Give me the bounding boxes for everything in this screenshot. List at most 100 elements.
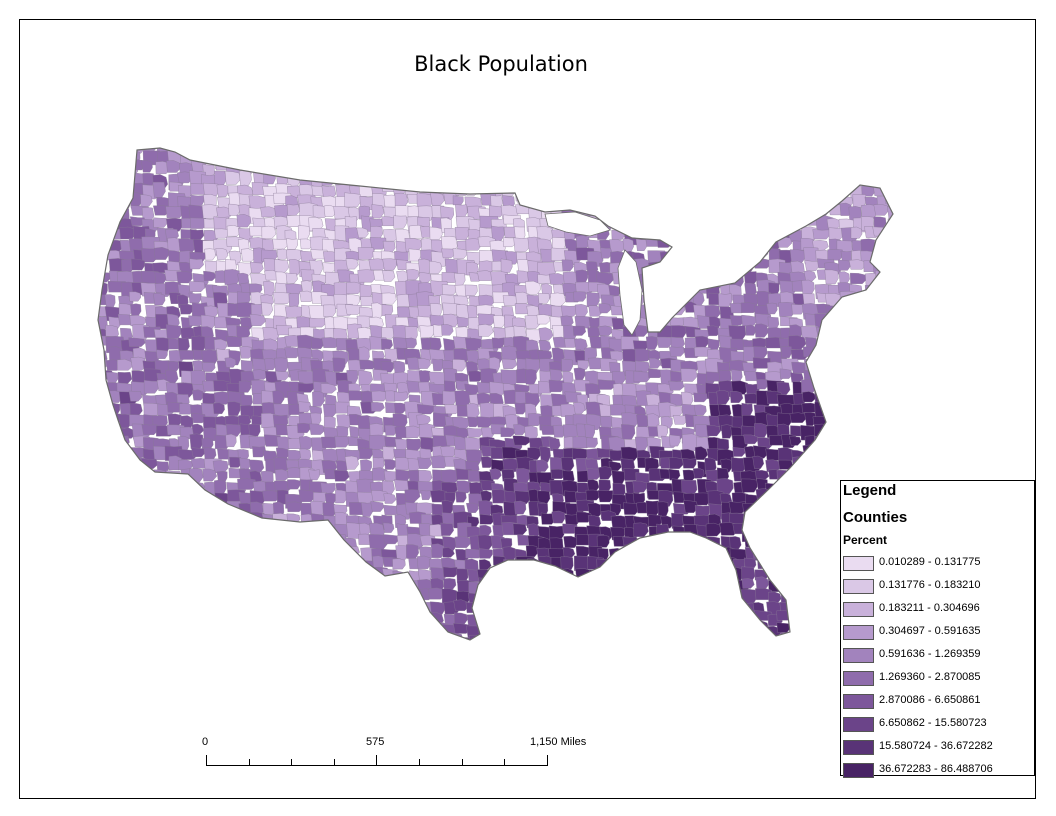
county: [825, 557, 840, 572]
county: [201, 437, 214, 450]
county: [901, 281, 920, 292]
county: [731, 148, 749, 157]
county: [709, 193, 724, 205]
county: [188, 579, 201, 596]
county: [563, 173, 581, 186]
county: [885, 174, 893, 187]
county: [753, 503, 772, 519]
county: [275, 370, 289, 381]
county: [646, 150, 662, 161]
county: [877, 148, 889, 154]
county: [98, 593, 115, 609]
county: [584, 599, 597, 611]
county: [719, 610, 734, 626]
county: [396, 580, 412, 597]
county: [336, 602, 350, 613]
county: [229, 614, 247, 628]
county: [358, 634, 377, 640]
county: [860, 426, 874, 438]
county: [705, 160, 723, 174]
county: [815, 360, 833, 378]
county: [108, 456, 128, 472]
county: [429, 260, 443, 274]
county: [853, 458, 872, 470]
county: [600, 622, 616, 634]
county: [180, 514, 195, 529]
county: [466, 152, 483, 165]
county: [430, 163, 445, 177]
county: [864, 302, 880, 317]
county: [877, 383, 891, 397]
county: [505, 590, 521, 604]
county: [128, 390, 143, 402]
legend-swatch: [843, 694, 874, 709]
county: [131, 621, 144, 633]
county: [789, 581, 809, 595]
county: [336, 636, 348, 640]
county: [812, 229, 830, 240]
county: [478, 588, 498, 599]
county: [708, 151, 725, 168]
county: [501, 182, 516, 197]
county: [791, 193, 807, 209]
county: [310, 412, 322, 426]
county: [323, 568, 342, 580]
county: [181, 493, 194, 509]
county: [164, 556, 183, 567]
county: [872, 174, 887, 184]
county: [416, 148, 430, 152]
county: [802, 567, 816, 582]
county: [742, 193, 756, 205]
county: [668, 380, 685, 391]
county: [200, 636, 214, 640]
county: [840, 467, 858, 479]
county: [864, 314, 877, 328]
county: [802, 346, 820, 357]
county: [793, 504, 812, 521]
county: [252, 148, 265, 155]
legend-item-label: 0.183211 - 0.304696: [879, 602, 980, 614]
county: [276, 612, 294, 623]
county: [756, 379, 769, 390]
county: [612, 582, 627, 592]
county: [884, 361, 893, 376]
county: [452, 195, 464, 206]
county: [611, 470, 625, 485]
county: [804, 535, 820, 551]
county: [525, 633, 543, 640]
county: [852, 415, 873, 426]
county: [776, 236, 793, 248]
county: [729, 624, 746, 640]
county: [141, 545, 154, 559]
legend-item: 2.870086 - 6.650861: [841, 692, 1036, 715]
county: [204, 570, 224, 581]
county: [515, 567, 532, 584]
county: [416, 555, 432, 570]
legend-title: Legend: [843, 482, 897, 499]
county: [118, 303, 133, 316]
county: [885, 182, 893, 195]
county: [228, 203, 240, 216]
county: [144, 632, 158, 640]
county: [538, 327, 554, 341]
county: [321, 559, 337, 573]
county: [573, 367, 586, 381]
county: [732, 447, 746, 457]
county: [572, 148, 588, 152]
county: [370, 402, 385, 412]
county: [168, 625, 185, 640]
county: [695, 335, 709, 348]
legend-item-label: 0.304697 - 0.591635: [879, 625, 981, 637]
county: [119, 491, 134, 502]
county: [826, 183, 840, 199]
county: [538, 182, 554, 194]
county: [322, 601, 338, 618]
county: [839, 372, 853, 388]
scale-tick: [206, 755, 207, 766]
county: [885, 350, 893, 366]
county: [504, 601, 517, 613]
county: [130, 303, 142, 316]
county: [836, 351, 852, 362]
county: [876, 348, 893, 360]
county: [646, 600, 664, 613]
